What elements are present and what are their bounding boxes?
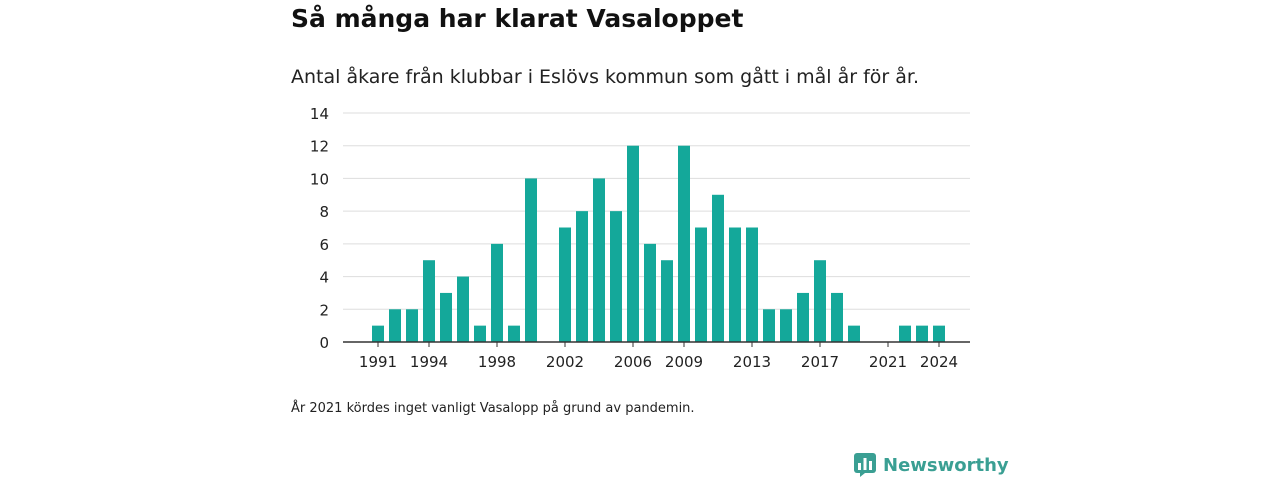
x-tick-label: 2002 (546, 353, 584, 371)
x-tick-label: 1998 (478, 353, 516, 371)
newsworthy-logo-icon (854, 453, 876, 477)
x-tick-label: 1991 (359, 353, 397, 371)
bar (729, 227, 741, 342)
brand-name: Newsworthy (883, 454, 1009, 476)
y-tick-label: 0 (319, 334, 329, 352)
bar (814, 260, 826, 342)
bar (440, 292, 452, 342)
y-tick-label: 8 (319, 203, 329, 221)
bar (457, 276, 469, 342)
bar (746, 227, 758, 342)
y-tick-label: 4 (319, 269, 329, 287)
y-tick-label: 12 (310, 138, 329, 156)
bar-chart: 0 2 4 6 8 10 12 14 1991 1994 1998 2002 2006 2009 2013 2… (310, 105, 970, 371)
bar (559, 227, 571, 342)
x-tick-label: 2021 (869, 353, 907, 371)
bar (593, 178, 605, 342)
bar (831, 292, 843, 342)
bar (644, 243, 656, 342)
bar (525, 178, 537, 342)
bar (678, 145, 690, 342)
chart-title: Så många har klarat Vasaloppet (291, 4, 744, 33)
bar (661, 260, 673, 342)
footnote: År 2021 kördes inget vanligt Vasalopp på… (291, 401, 695, 416)
bar (933, 325, 945, 342)
bar (491, 243, 503, 342)
bar (916, 325, 928, 342)
tick-labels: 0 2 4 6 8 10 12 14 1991 1994 1998 2002 2006 2009 2013 2… (310, 105, 958, 371)
bar (423, 260, 435, 342)
y-tick-label: 6 (319, 236, 329, 254)
bar (610, 211, 622, 342)
brand-logo[interactable]: Newsworthy (853, 452, 1009, 478)
y-tick-label: 14 (310, 105, 329, 123)
bar (899, 325, 911, 342)
x-tick-label: 2009 (665, 353, 703, 371)
bar (780, 309, 792, 342)
x-tick-label: 1994 (410, 353, 448, 371)
bars (372, 145, 945, 342)
bar (695, 227, 707, 342)
bar (763, 309, 775, 342)
bar (389, 309, 401, 342)
x-tick-label: 2017 (801, 353, 839, 371)
x-tick-label: 2013 (733, 353, 771, 371)
bar (576, 211, 588, 342)
y-tick-label: 10 (310, 170, 329, 188)
bar (712, 194, 724, 342)
x-tick-label: 2024 (920, 353, 958, 371)
bar (508, 325, 520, 342)
bar (406, 309, 418, 342)
bar (372, 325, 384, 342)
bar (797, 292, 809, 342)
bar (627, 145, 639, 342)
chart-subtitle: Antal åkare från klubbar i Eslövs kommun… (291, 66, 920, 88)
bar (474, 325, 486, 342)
grid-lines (343, 112, 970, 310)
bar (848, 325, 860, 342)
y-tick-label: 2 (319, 301, 329, 319)
axes (343, 341, 970, 347)
x-tick-label: 2006 (614, 353, 652, 371)
